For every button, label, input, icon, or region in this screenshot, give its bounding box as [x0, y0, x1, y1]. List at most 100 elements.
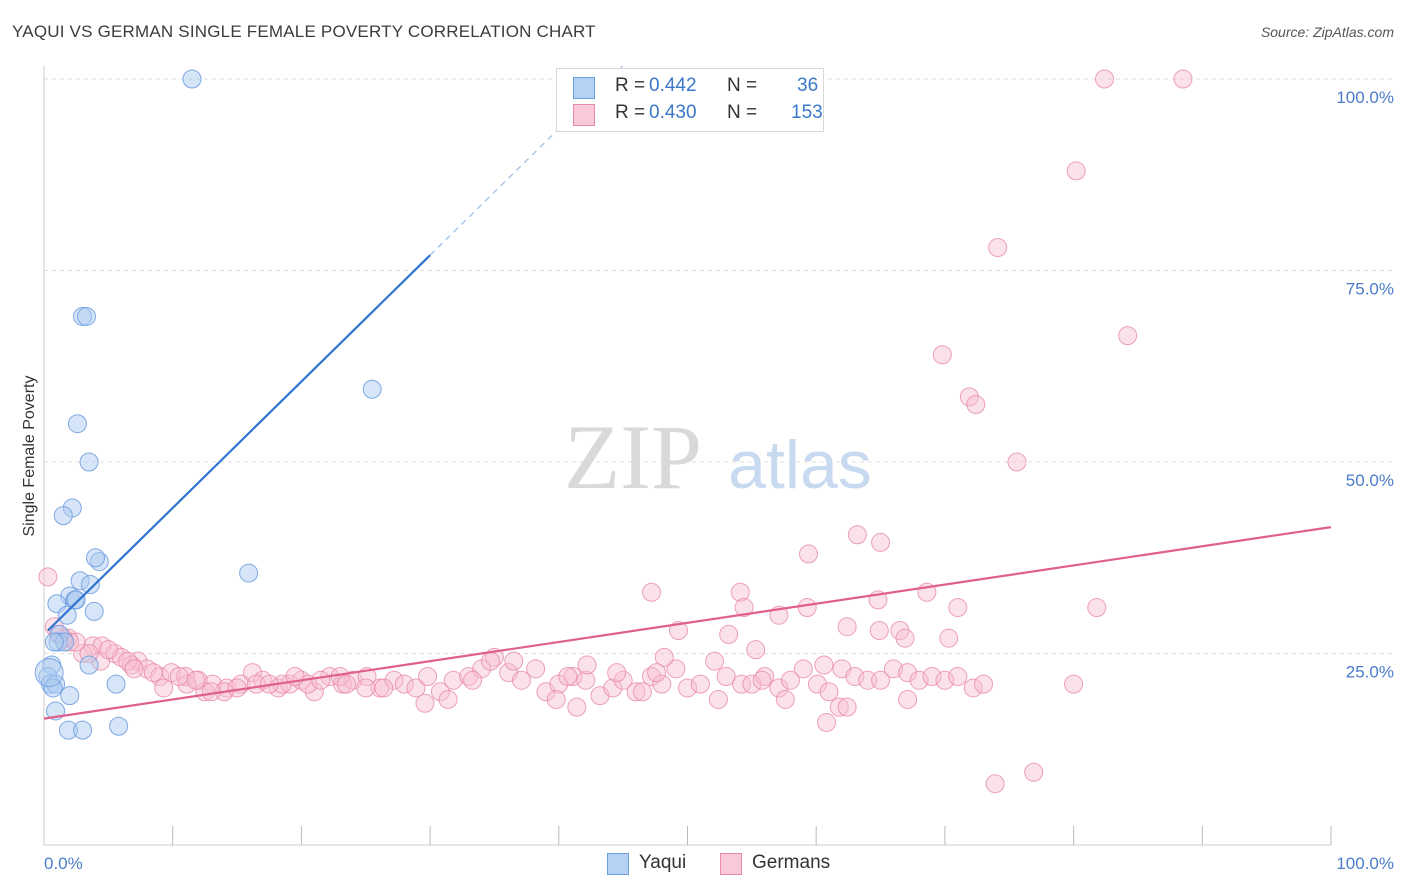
yaqui-point	[60, 686, 80, 706]
germans-trend-line	[43, 526, 1332, 720]
german-point	[577, 655, 597, 675]
german-point	[563, 666, 583, 686]
german-point	[374, 678, 394, 698]
x-tick-label: 100.0%	[1336, 854, 1394, 873]
german-point	[909, 670, 929, 690]
watermark-zip: ZIP	[564, 406, 702, 508]
y-tick-label: 50.0%	[1346, 471, 1394, 490]
yaqui-series	[34, 69, 382, 740]
germans-series	[38, 69, 1193, 794]
yaqui-point	[66, 590, 86, 610]
german-point	[716, 666, 736, 686]
german-point	[845, 666, 865, 686]
german-point	[641, 582, 661, 602]
yaqui-point	[67, 414, 87, 434]
german-point	[1066, 161, 1086, 181]
german-point	[974, 674, 994, 694]
watermark-atlas: atlas	[728, 427, 872, 503]
german-point	[652, 674, 672, 694]
german-point	[1094, 69, 1114, 89]
german-point	[746, 640, 766, 660]
germans-legend-swatch	[720, 853, 742, 875]
yaqui-point	[362, 379, 382, 399]
german-point	[654, 647, 674, 667]
german-point	[985, 774, 1005, 794]
yaqui-point	[44, 632, 64, 652]
source-label: Source: ZipAtlas.com	[1260, 24, 1394, 40]
german-point	[311, 670, 331, 690]
series-legend: Yaqui Germans	[0, 852, 1406, 876]
yaqui-point	[79, 655, 99, 675]
german-point	[463, 670, 483, 690]
german-point	[546, 689, 566, 709]
german-point	[935, 670, 955, 690]
german-point	[1087, 598, 1107, 618]
legend-label-germans: Germans	[752, 852, 831, 873]
yaqui-point	[80, 575, 100, 595]
german-point	[481, 651, 501, 671]
german-point	[438, 689, 458, 709]
german-point	[898, 663, 918, 683]
german-point	[719, 624, 739, 644]
legend-n-label: N =	[727, 75, 758, 96]
german-point	[988, 238, 1008, 258]
legend-n-value-yaqui: 36	[797, 75, 819, 96]
german-point	[406, 678, 426, 698]
watermark: ZIP atlas	[564, 406, 872, 508]
yaqui-swatch	[573, 77, 595, 99]
german-point	[186, 670, 206, 690]
german-point	[869, 621, 889, 641]
legend-label-yaqui: Yaqui	[639, 852, 687, 873]
german-point	[948, 598, 968, 618]
german-point	[730, 582, 750, 602]
german-point	[384, 670, 404, 690]
german-point	[932, 345, 952, 365]
german-point	[504, 651, 524, 671]
yaqui-legend-swatch	[607, 853, 629, 875]
yaqui-point	[53, 506, 73, 526]
yaqui-point	[79, 452, 99, 472]
german-point	[734, 598, 754, 618]
german-point	[242, 663, 262, 683]
german-point	[819, 682, 839, 702]
german-point	[963, 678, 983, 698]
german-point	[38, 567, 58, 587]
german-point	[858, 670, 878, 690]
german-point	[1118, 326, 1138, 346]
german-point	[143, 663, 163, 683]
stats-legend: R = 0.442 N = 36 R = 0.430 N = 153	[556, 68, 824, 132]
yaqui-point	[76, 306, 96, 326]
yaqui-point	[34, 658, 64, 688]
german-point	[336, 674, 356, 694]
axes	[43, 66, 1332, 846]
german-point	[816, 712, 836, 732]
german-point	[632, 682, 652, 702]
yaqui-point	[182, 69, 202, 89]
german-point	[304, 682, 324, 702]
german-point	[769, 678, 789, 698]
german-point	[176, 666, 196, 686]
german-point	[647, 663, 667, 683]
yaqui-point	[85, 548, 105, 568]
german-point	[356, 678, 376, 698]
german-point	[443, 670, 463, 690]
german-point	[124, 659, 144, 679]
german-point	[959, 387, 979, 407]
german-point	[922, 666, 942, 686]
tick-labels: 25.0% 50.0% 75.0% 100.0% 0.0% 100.0%	[44, 88, 1394, 873]
german-point	[415, 693, 435, 713]
yaqui-point	[73, 720, 93, 740]
german-point	[1064, 674, 1084, 694]
yaqui-point	[109, 716, 129, 736]
german-point	[966, 395, 986, 415]
legend-r-value-germans: 0.430	[649, 102, 697, 123]
german-point	[418, 666, 438, 686]
german-point	[576, 670, 596, 690]
german-point	[871, 532, 891, 552]
german-point	[871, 670, 891, 690]
legend-r-value-yaqui: 0.442	[649, 75, 697, 96]
legend-r-label: R =	[615, 102, 646, 123]
german-point	[898, 689, 918, 709]
german-point	[118, 651, 138, 671]
